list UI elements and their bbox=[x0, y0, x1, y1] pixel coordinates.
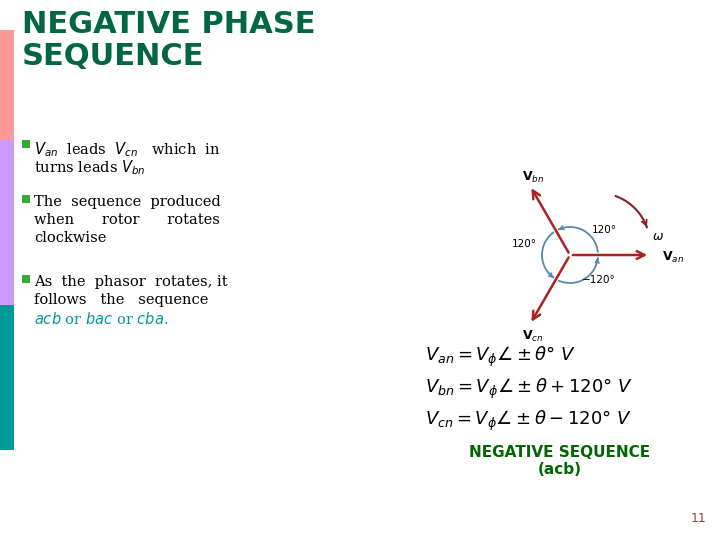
Text: $\mathbf{V}_{cn}$: $\mathbf{V}_{cn}$ bbox=[522, 329, 544, 344]
Text: $\omega$: $\omega$ bbox=[652, 230, 664, 243]
Bar bbox=[22, 195, 30, 203]
Text: As  the  phasor  rotates, it: As the phasor rotates, it bbox=[34, 275, 228, 289]
Text: $\it{acb}$ or $\it{bac}$ or $\it{cba}$.: $\it{acb}$ or $\it{bac}$ or $\it{cba}$. bbox=[34, 311, 168, 327]
Text: 120°: 120° bbox=[512, 239, 537, 249]
Text: NEGATIVE PHASE
SEQUENCE: NEGATIVE PHASE SEQUENCE bbox=[22, 10, 315, 71]
Text: $\mathbf{V}_{an}$: $\mathbf{V}_{an}$ bbox=[662, 249, 684, 265]
Text: (acb): (acb) bbox=[538, 462, 582, 477]
Text: $V_{an}$  leads  $V_{cn}$   which  in: $V_{an}$ leads $V_{cn}$ which in bbox=[34, 140, 220, 159]
Text: NEGATIVE SEQUENCE: NEGATIVE SEQUENCE bbox=[469, 445, 651, 460]
Text: 120°: 120° bbox=[592, 225, 617, 235]
Bar bbox=[0, 305, 14, 450]
Text: clockwise: clockwise bbox=[34, 231, 107, 245]
Text: $V_{bn} = V_{\phi}\angle \pm\theta + 120°\ V$: $V_{bn} = V_{\phi}\angle \pm\theta + 120… bbox=[425, 377, 633, 401]
Text: follows   the   sequence: follows the sequence bbox=[34, 293, 208, 307]
Bar bbox=[0, 30, 14, 140]
Bar bbox=[0, 140, 14, 305]
Text: The  sequence  produced: The sequence produced bbox=[34, 195, 221, 209]
Bar bbox=[22, 275, 30, 283]
Text: $\mathbf{V}_{bn}$: $\mathbf{V}_{bn}$ bbox=[522, 170, 544, 185]
Bar bbox=[22, 140, 30, 148]
Text: $V_{an} = V_{\phi}\angle \pm\theta°\ V$: $V_{an} = V_{\phi}\angle \pm\theta°\ V$ bbox=[425, 345, 576, 369]
Text: $V_{cn} = V_{\phi}\angle \pm\theta - 120°\ V$: $V_{cn} = V_{\phi}\angle \pm\theta - 120… bbox=[425, 409, 632, 433]
Text: when      rotor      rotates: when rotor rotates bbox=[34, 213, 220, 227]
Text: −120°: −120° bbox=[582, 275, 616, 285]
Text: turns leads $V_{bn}$: turns leads $V_{bn}$ bbox=[34, 158, 145, 177]
Text: 11: 11 bbox=[690, 512, 706, 525]
